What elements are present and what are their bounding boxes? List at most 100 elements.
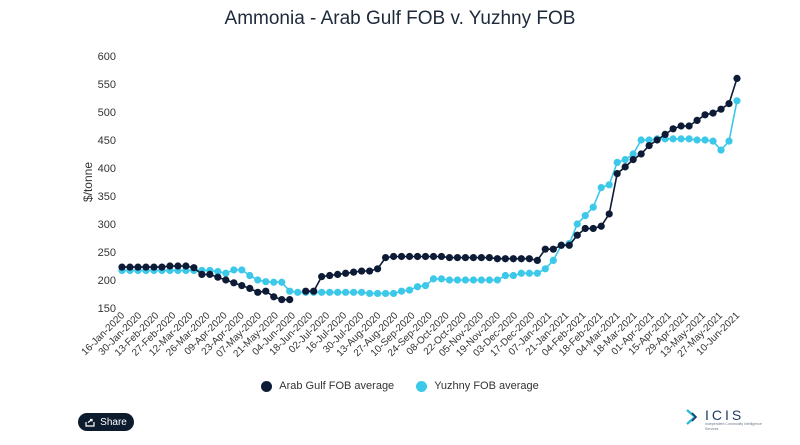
data-point[interactable] xyxy=(533,256,541,264)
data-point[interactable] xyxy=(493,276,501,284)
data-point[interactable] xyxy=(597,184,605,192)
data-point[interactable] xyxy=(693,116,701,124)
data-point[interactable] xyxy=(597,222,605,230)
data-point[interactable] xyxy=(421,252,430,261)
data-point[interactable] xyxy=(134,263,142,271)
data-point[interactable] xyxy=(334,288,342,296)
data-point[interactable] xyxy=(717,146,725,154)
legend-item-yuzhny[interactable]: Yuzhny FOB average xyxy=(416,380,539,392)
data-point[interactable] xyxy=(365,267,374,275)
data-point[interactable] xyxy=(517,255,525,263)
data-point[interactable] xyxy=(350,268,358,276)
data-point[interactable] xyxy=(397,252,406,261)
data-point[interactable] xyxy=(501,271,509,280)
data-point[interactable] xyxy=(373,289,382,298)
data-point[interactable] xyxy=(342,269,350,277)
data-point[interactable] xyxy=(469,254,478,262)
data-point[interactable] xyxy=(453,276,462,284)
data-point[interactable] xyxy=(645,136,653,144)
data-point[interactable] xyxy=(397,287,406,295)
data-point[interactable] xyxy=(717,105,725,113)
data-point[interactable] xyxy=(549,256,557,264)
data-point[interactable] xyxy=(613,170,621,178)
data-point[interactable] xyxy=(334,270,342,278)
data-point[interactable] xyxy=(294,288,302,296)
data-point[interactable] xyxy=(669,135,677,143)
data-point[interactable] xyxy=(230,279,238,287)
data-point[interactable] xyxy=(230,266,238,274)
data-point[interactable] xyxy=(621,156,629,164)
data-point[interactable] xyxy=(214,273,222,281)
data-point[interactable] xyxy=(517,269,525,277)
data-point[interactable] xyxy=(326,271,334,280)
data-point[interactable] xyxy=(613,158,621,166)
data-point[interactable] xyxy=(326,288,334,296)
data-point[interactable] xyxy=(661,130,669,138)
data-point[interactable] xyxy=(509,271,517,280)
data-point[interactable] xyxy=(461,254,470,262)
data-point[interactable] xyxy=(358,288,366,296)
data-point[interactable] xyxy=(270,278,278,286)
data-point[interactable] xyxy=(318,288,326,296)
data-point[interactable] xyxy=(413,252,422,261)
data-point[interactable] xyxy=(693,136,701,144)
data-point[interactable] xyxy=(501,255,509,263)
data-point[interactable] xyxy=(238,282,246,290)
data-point[interactable] xyxy=(214,268,222,276)
data-point[interactable] xyxy=(493,255,501,263)
data-point[interactable] xyxy=(549,245,557,253)
data-point[interactable] xyxy=(677,135,685,143)
data-point[interactable] xyxy=(725,100,733,108)
data-point[interactable] xyxy=(182,262,190,270)
data-point[interactable] xyxy=(557,241,565,249)
data-point[interactable] xyxy=(262,287,270,295)
data-point[interactable] xyxy=(573,220,581,228)
data-point[interactable] xyxy=(270,293,278,301)
data-point[interactable] xyxy=(118,263,126,271)
data-point[interactable] xyxy=(453,254,462,262)
data-point[interactable] xyxy=(286,287,294,295)
data-point[interactable] xyxy=(254,288,262,296)
data-point[interactable] xyxy=(150,263,158,271)
data-point[interactable] xyxy=(725,137,733,145)
data-point[interactable] xyxy=(222,269,230,277)
data-point[interactable] xyxy=(637,136,645,144)
data-point[interactable] xyxy=(637,150,645,158)
data-point[interactable] xyxy=(669,125,677,133)
data-point[interactable] xyxy=(533,269,541,277)
data-point[interactable] xyxy=(437,252,446,261)
data-point[interactable] xyxy=(733,74,741,82)
data-point[interactable] xyxy=(509,255,517,263)
data-point[interactable] xyxy=(621,163,629,171)
data-point[interactable] xyxy=(581,224,589,233)
data-point[interactable] xyxy=(246,284,254,292)
data-point[interactable] xyxy=(685,122,693,130)
legend-item-arab-gulf[interactable]: Arab Gulf FOB average xyxy=(261,380,394,392)
data-point[interactable] xyxy=(286,296,294,304)
data-point[interactable] xyxy=(429,252,438,261)
data-point[interactable] xyxy=(525,255,533,263)
data-point[interactable] xyxy=(278,296,286,304)
data-point[interactable] xyxy=(254,276,262,284)
data-point[interactable] xyxy=(158,263,166,271)
data-point[interactable] xyxy=(589,203,597,211)
data-point[interactable] xyxy=(445,276,454,284)
data-point[interactable] xyxy=(222,276,230,284)
data-point[interactable] xyxy=(342,288,350,296)
data-point[interactable] xyxy=(166,262,174,270)
data-point[interactable] xyxy=(381,289,390,298)
data-point[interactable] xyxy=(238,266,246,274)
data-point[interactable] xyxy=(445,254,454,262)
data-point[interactable] xyxy=(485,254,494,262)
share-button[interactable]: Share xyxy=(78,413,134,431)
data-point[interactable] xyxy=(302,287,310,295)
data-point[interactable] xyxy=(174,262,182,270)
data-point[interactable] xyxy=(565,241,573,249)
data-point[interactable] xyxy=(645,142,653,150)
data-point[interactable] xyxy=(525,269,533,277)
data-point[interactable] xyxy=(541,265,549,273)
data-point[interactable] xyxy=(246,271,254,280)
data-point[interactable] xyxy=(629,156,637,164)
data-point[interactable] xyxy=(429,275,438,283)
data-point[interactable] xyxy=(605,210,613,218)
